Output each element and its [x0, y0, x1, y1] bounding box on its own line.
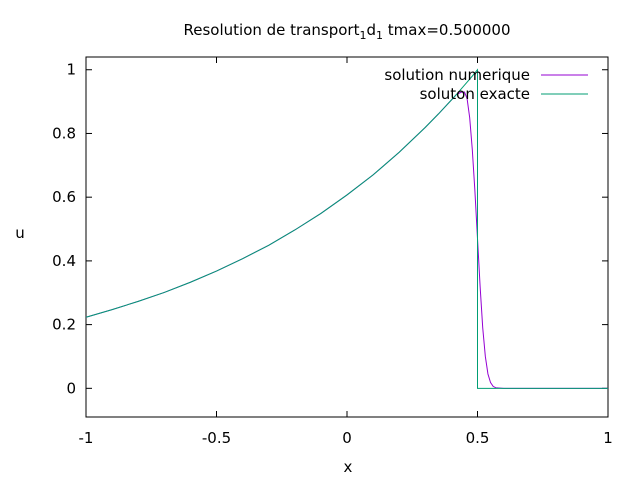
chart-title: Resolution de transport1d1 tmax=0.500000 [184, 21, 511, 42]
legend-label: soluton exacte [420, 85, 530, 103]
x-tick-label: 0.5 [466, 429, 490, 447]
y-axis-label: u [15, 224, 25, 242]
y-tick-label: 1 [66, 61, 76, 79]
axis-ticks: -1 -0.5 0 0.5 1 0 0.2 0.4 0.6 0.8 1 [52, 57, 613, 447]
y-tick-label: 0.2 [52, 316, 76, 334]
y-tick-label: 0 [66, 379, 76, 397]
legend-label: solution numerique [384, 66, 530, 84]
x-tick-label: -0.5 [202, 429, 231, 447]
x-axis-label: x [344, 458, 353, 476]
chart-title-sub1: 1 [359, 29, 366, 42]
chart-title-sub2: 1 [376, 29, 383, 42]
series-line-numerique [85, 91, 608, 389]
x-tick-label: 0 [342, 429, 352, 447]
x-tick-label: -1 [79, 429, 94, 447]
x-tick-label: 1 [603, 429, 613, 447]
series-line-exacte [85, 68, 608, 389]
y-tick-label: 0.4 [52, 252, 76, 270]
chart-title-tail: tmax=0.500000 [383, 21, 510, 39]
chart-title-mid: d [366, 21, 376, 39]
chart-title-main: Resolution de transport [184, 21, 360, 39]
plot-frame [85, 56, 609, 418]
y-tick-label: 0.8 [52, 124, 76, 142]
series-group [85, 68, 608, 389]
y-tick-label: 0.6 [52, 188, 76, 206]
